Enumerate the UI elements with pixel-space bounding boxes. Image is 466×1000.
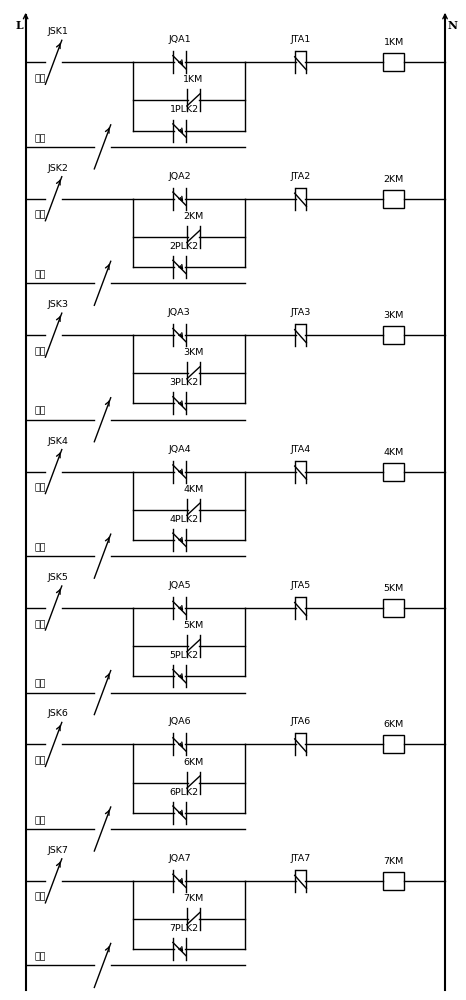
Text: 就地: 就地 <box>35 211 47 220</box>
Text: JSK1: JSK1 <box>48 27 69 36</box>
Text: JQA7: JQA7 <box>168 854 191 863</box>
Text: 2KM: 2KM <box>384 175 404 184</box>
Text: 2KM: 2KM <box>183 212 204 221</box>
Text: JQA4: JQA4 <box>168 445 191 454</box>
Text: 5KM: 5KM <box>183 621 204 630</box>
Text: JQA5: JQA5 <box>168 581 191 590</box>
Text: 远控: 远控 <box>35 407 47 416</box>
Text: JQA3: JQA3 <box>168 308 191 317</box>
Text: 就地: 就地 <box>35 347 47 356</box>
Text: JQA2: JQA2 <box>168 172 191 181</box>
Text: 7PLK2: 7PLK2 <box>170 924 199 933</box>
Text: JTA3: JTA3 <box>290 308 311 317</box>
Text: 远控: 远控 <box>35 543 47 552</box>
Bar <box>383 326 404 344</box>
Text: 3PLK2: 3PLK2 <box>170 378 199 387</box>
Text: 3KM: 3KM <box>183 348 204 357</box>
Text: JTA2: JTA2 <box>290 172 311 181</box>
Text: 就地: 就地 <box>35 74 47 83</box>
Text: 1KM: 1KM <box>384 38 404 47</box>
Text: JSK2: JSK2 <box>48 164 69 173</box>
Bar <box>383 735 404 753</box>
Text: JSK3: JSK3 <box>48 300 69 309</box>
Bar <box>383 190 404 208</box>
Text: 远控: 远控 <box>35 952 47 961</box>
Text: 1PLK2: 1PLK2 <box>170 105 199 114</box>
Text: JTA5: JTA5 <box>290 581 311 590</box>
Text: 4PLK2: 4PLK2 <box>170 515 199 524</box>
Text: 4KM: 4KM <box>183 485 204 494</box>
Text: JQA6: JQA6 <box>168 717 191 726</box>
Text: 远控: 远控 <box>35 680 47 689</box>
Text: 就地: 就地 <box>35 620 47 629</box>
Text: JTA4: JTA4 <box>290 445 311 454</box>
Text: 就地: 就地 <box>35 893 47 902</box>
Bar <box>383 463 404 481</box>
Bar <box>383 872 404 890</box>
Text: 远控: 远控 <box>35 270 47 279</box>
Text: JSK5: JSK5 <box>48 573 69 582</box>
Text: JSK4: JSK4 <box>48 437 69 446</box>
Text: 6KM: 6KM <box>183 758 204 767</box>
Text: 6PLK2: 6PLK2 <box>170 788 199 797</box>
Text: 远控: 远控 <box>35 816 47 825</box>
Text: JTA1: JTA1 <box>290 35 311 44</box>
Text: 就地: 就地 <box>35 483 47 492</box>
Text: 2PLK2: 2PLK2 <box>170 242 199 251</box>
Text: 远控: 远控 <box>35 134 47 143</box>
Text: JSK7: JSK7 <box>48 846 69 855</box>
Text: 就地: 就地 <box>35 756 47 765</box>
Text: JTA7: JTA7 <box>290 854 311 863</box>
Bar <box>383 599 404 617</box>
Text: JTA6: JTA6 <box>290 717 311 726</box>
Text: JSK6: JSK6 <box>48 709 69 718</box>
Text: 7KM: 7KM <box>183 894 204 903</box>
Bar <box>383 53 404 71</box>
Text: 1KM: 1KM <box>183 75 204 84</box>
Text: 3KM: 3KM <box>384 311 404 320</box>
Text: 6KM: 6KM <box>384 720 404 729</box>
Text: 5PLK2: 5PLK2 <box>170 651 199 660</box>
Text: 5KM: 5KM <box>384 584 404 593</box>
Text: 7KM: 7KM <box>384 857 404 866</box>
Text: JQA1: JQA1 <box>168 35 191 44</box>
Text: N: N <box>447 20 457 31</box>
Text: L: L <box>16 20 23 31</box>
Text: 4KM: 4KM <box>384 448 404 457</box>
